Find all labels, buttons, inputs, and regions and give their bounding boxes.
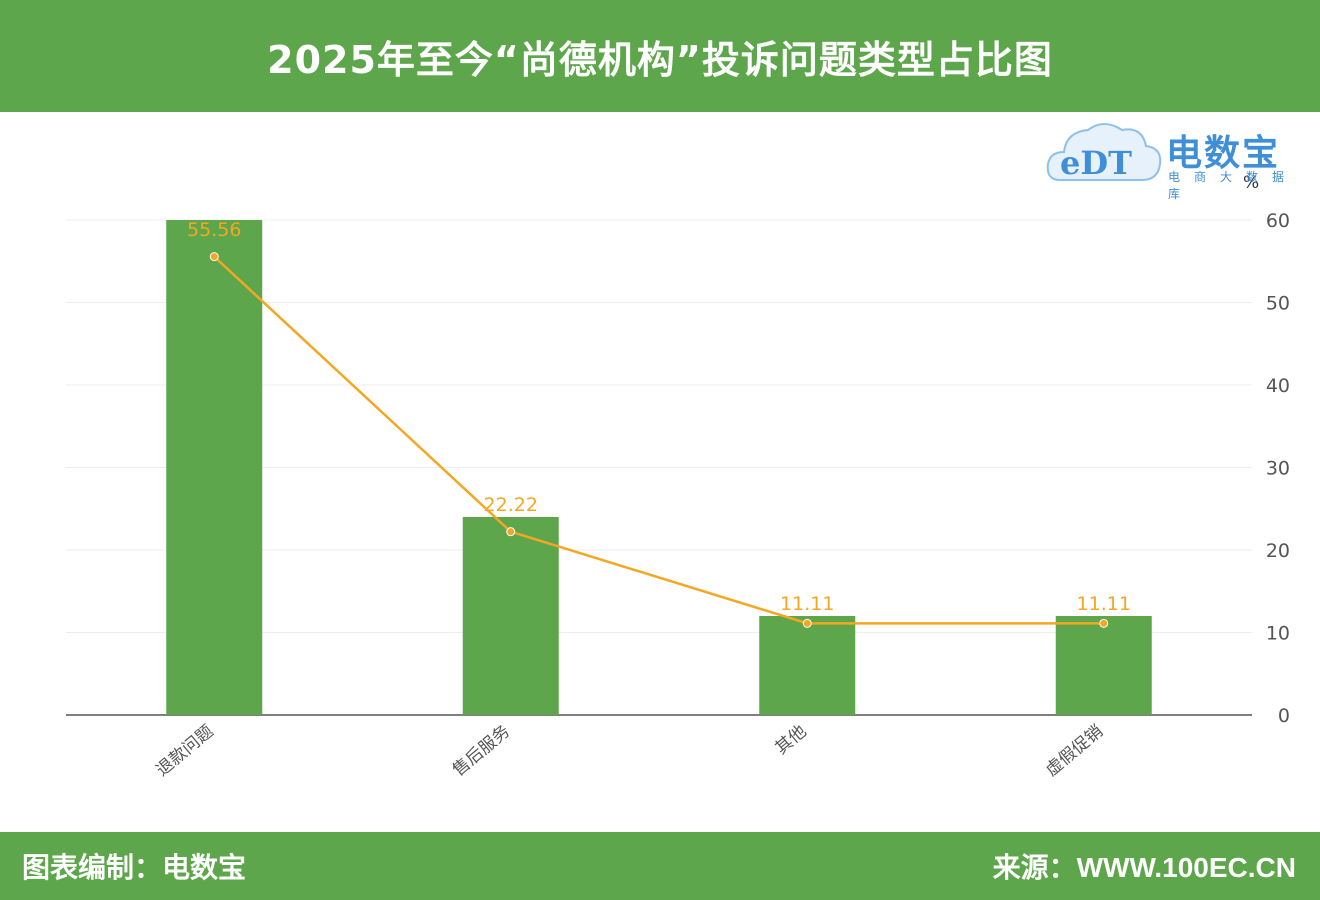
line-point	[209, 252, 219, 262]
logo-brand: 电数宝	[1166, 133, 1281, 174]
title-banner: 2025年至今“尚德机构”投诉问题类型占比图	[0, 0, 1320, 112]
bar	[1055, 616, 1152, 715]
y-tick-label: 10	[1266, 623, 1290, 645]
y-tick-label: 50	[1266, 293, 1290, 315]
y-tick-label: 0	[1278, 705, 1290, 727]
bar	[759, 616, 856, 715]
footer-source: 来源：WWW.100EC.CN	[992, 852, 1296, 883]
line-point	[802, 618, 812, 628]
footer-banner: 图表编制：电数宝 来源：WWW.100EC.CN	[0, 832, 1320, 900]
y-tick-label: 30	[1266, 458, 1290, 480]
series-line	[213, 255, 1104, 625]
y-tick-label: 60	[1266, 210, 1290, 232]
footer-credit: 图表编制：电数宝	[22, 851, 247, 884]
x-tick-label: 其他	[772, 722, 811, 759]
y-tick-label: 20	[1266, 540, 1290, 562]
bar	[462, 517, 559, 715]
logo: eDT 电数宝 电商大数据库	[1046, 118, 1306, 201]
x-tick-label: 退款问题	[153, 722, 218, 781]
x-tick-label: 售后服务	[449, 722, 514, 781]
y-axis-unit: %	[1243, 173, 1259, 193]
chart-title: 2025年至今“尚德机构”投诉问题类型占比图	[267, 37, 1053, 82]
logo-subtitle: 电商大数据库	[1168, 170, 1299, 201]
bar	[166, 220, 263, 715]
data-label: 22.22	[484, 494, 538, 516]
cloud-logo-icon: eDT	[1046, 123, 1162, 182]
line-point	[1099, 618, 1109, 628]
data-label: 11.11	[780, 593, 834, 615]
data-label: 11.11	[1077, 593, 1131, 615]
chart-svg: 0 10 20 30 40 50 60% 55.56 22.22 11.11 11.11 退款问题 售后…	[66, 173, 1290, 781]
data-label: 55.56	[187, 219, 241, 241]
y-tick-label: 40	[1266, 375, 1290, 397]
logo-mark: eDT	[1060, 144, 1132, 182]
line-point	[506, 527, 516, 537]
x-tick-label: 虚假促销	[1042, 722, 1107, 781]
